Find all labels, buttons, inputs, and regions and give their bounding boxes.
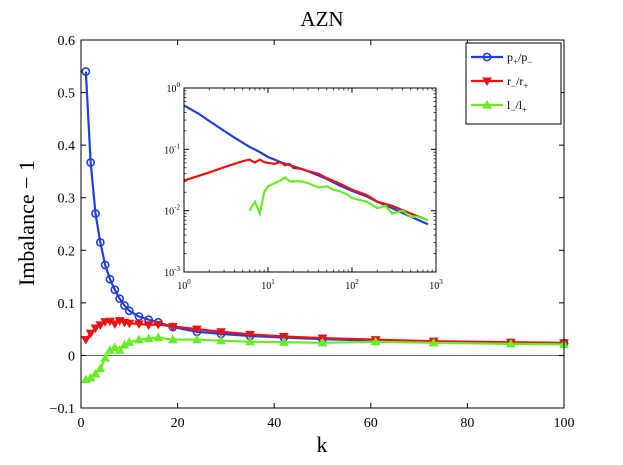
- inset-y-tick-label: 10-3: [164, 265, 180, 279]
- data-point-p+/p-: [105, 274, 115, 284]
- data-point-l-/l+: [167, 334, 178, 344]
- data-point-p+/p-: [134, 312, 144, 321]
- x-axis-label: k: [317, 432, 328, 457]
- data-point-l-/l+: [143, 333, 154, 343]
- data-point-l-/l+: [85, 373, 96, 382]
- main-series: [80, 67, 569, 384]
- data-point-r-/r+: [134, 320, 144, 329]
- data-point-l-/l+: [124, 337, 135, 346]
- x-tick-label: 40: [267, 416, 281, 431]
- inset-x-tick-label: 101: [261, 278, 275, 292]
- chart-title: AZN: [300, 7, 343, 31]
- data-point-l-/l+: [95, 363, 106, 373]
- y-tick-label: −0.1: [50, 402, 75, 417]
- legend-marker-p: [482, 52, 492, 62]
- data-point-r-/r+: [216, 328, 226, 337]
- inset-y-tick-label: 100: [167, 81, 181, 95]
- data-point-r-/r+: [80, 336, 91, 345]
- data-point-r-/r+: [90, 324, 101, 334]
- data-point-p+/p-: [91, 209, 100, 218]
- data-point-r-/r+: [153, 320, 164, 330]
- legend-label-r: r−/r+: [507, 74, 529, 91]
- data-point-r-/r+: [143, 321, 154, 330]
- legend-marker-r: [482, 77, 492, 87]
- data-point-l-/l+: [245, 336, 255, 346]
- inset-y-tick-label: 10-1: [164, 142, 180, 156]
- inset-series-line-l-/l+: [248, 175, 429, 222]
- x-tick-label: 100: [554, 416, 575, 431]
- y-tick-label: 0: [68, 349, 75, 364]
- main-plot-frame: [80, 39, 565, 409]
- data-point-p+/p-: [95, 237, 105, 247]
- data-point-p+/p-: [86, 158, 96, 167]
- data-point-l-/l+: [370, 336, 381, 346]
- data-point-p+/p-: [100, 260, 110, 270]
- x-tick-label: 80: [460, 416, 474, 431]
- data-point-l-/l+: [114, 345, 125, 354]
- inset-y-tick-label: 10-2: [164, 204, 180, 218]
- inset-frame: [183, 87, 437, 273]
- data-point-r-/r+: [278, 332, 289, 342]
- y-tick-label: 0.3: [58, 192, 76, 207]
- data-point-l-/l+: [153, 332, 164, 342]
- x-tick-label: 0: [78, 416, 85, 431]
- inset-panel: 100 101 102 103 10-3 10-2 10-1 100: [164, 81, 443, 292]
- data-point-r-/r+: [109, 320, 120, 329]
- y-tick-label: 0.1: [58, 297, 76, 312]
- data-point-l-/l+: [90, 368, 101, 378]
- data-point-r-/r+: [167, 322, 178, 332]
- data-point-l-/l+: [505, 338, 516, 348]
- inset-series-line-r-/r+: [183, 158, 429, 222]
- y-tick-label: 0.4: [58, 139, 76, 154]
- legend: p+/p− r−/r+ l−/l+: [465, 42, 562, 125]
- data-point-l-/l+: [192, 334, 202, 344]
- x-tick-label: 60: [364, 416, 378, 431]
- data-point-r-/r+: [85, 329, 96, 339]
- y-tick-label: 0.6: [58, 34, 76, 49]
- y-axis-label: Imbalance − 1: [14, 160, 39, 286]
- data-point-p+/p-: [120, 301, 129, 310]
- data-point-r-/r+: [124, 319, 135, 329]
- inset-x-tick-label: 102: [345, 278, 359, 292]
- data-point-l-/l+: [134, 334, 144, 344]
- legend-label-p: p+/p−: [507, 50, 533, 67]
- inset-series: [183, 104, 429, 226]
- y-tick-label: 0.2: [58, 244, 76, 259]
- data-point-p+/p-: [110, 285, 120, 295]
- legend-items: p+/p− r−/r+ l−/l+: [471, 50, 533, 115]
- data-point-p+/p-: [115, 294, 125, 304]
- legend-marker-l: [482, 99, 492, 109]
- data-point-l-/l+: [216, 335, 226, 345]
- data-point-l-/l+: [317, 337, 328, 347]
- inset-background: [184, 88, 436, 272]
- legend-label-l: l−/l+: [507, 98, 527, 115]
- data-point-p+/p-: [124, 306, 134, 316]
- data-point-r-/r+: [192, 325, 202, 335]
- data-point-p+/p-: [81, 67, 91, 76]
- data-point-l-/l+: [109, 342, 120, 352]
- inset-x-tick-label: 103: [429, 278, 443, 292]
- data-point-l-/l+: [428, 337, 439, 347]
- data-point-l-/l+: [100, 353, 111, 362]
- x-tick-label: 20: [171, 416, 185, 431]
- data-point-r-/r+: [245, 330, 255, 340]
- y-tick-label: 0.5: [58, 87, 76, 102]
- data-point-r-/r+: [95, 321, 106, 330]
- data-point-l-/l+: [278, 337, 289, 346]
- inset-x-tick-label: 100: [177, 278, 191, 292]
